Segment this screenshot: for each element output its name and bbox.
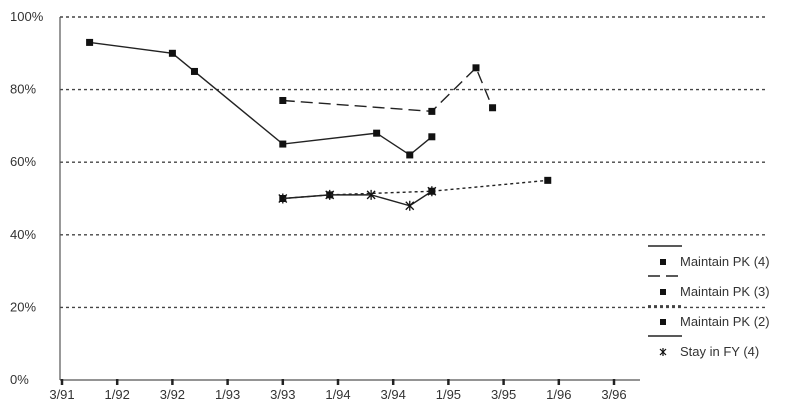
- series-group: [86, 38, 552, 211]
- y-tick-label: 80%: [10, 82, 36, 97]
- data-point: [86, 38, 94, 46]
- y-tick-label: 20%: [10, 299, 36, 314]
- series-line: [282, 179, 548, 200]
- data-point: [428, 133, 436, 141]
- x-tick-label: 1/94: [325, 387, 350, 402]
- x-axis: 3/91 1/92 3/92 1/93 3/93 1/94 3/94 1/95 3/95 1/96…: [49, 379, 640, 402]
- legend-label: Maintain PK (2): [680, 314, 770, 329]
- legend: Maintain PK (4) Maintain PK (3) Maintain P…: [648, 245, 770, 359]
- data-point: [278, 193, 288, 204]
- legend-item: Maintain PK (2): [648, 305, 770, 329]
- series: [278, 186, 437, 211]
- y-tick-label: 60%: [10, 154, 36, 169]
- y-tick-label: 40%: [10, 227, 36, 242]
- data-point: [544, 176, 552, 184]
- series: [279, 64, 497, 115]
- data-point: [427, 186, 437, 197]
- x-tick-label: 1/95: [436, 387, 461, 402]
- series: [279, 176, 552, 202]
- legend-label: Stay in FY (4): [680, 344, 759, 359]
- data-point: [325, 189, 335, 200]
- data-point: [168, 49, 176, 57]
- legend-item: Maintain PK (3): [648, 275, 770, 299]
- legend-marker: [660, 319, 666, 325]
- data-point: [472, 64, 480, 72]
- x-tick-label: 1/92: [105, 387, 130, 402]
- x-tick-label: 3/92: [160, 387, 185, 402]
- series-line: [282, 66, 494, 113]
- legend-marker: [660, 289, 666, 295]
- data-point: [428, 107, 436, 115]
- x-tick-label: 3/94: [381, 387, 406, 402]
- data-point: [405, 200, 415, 211]
- x-tick-label: 3/96: [601, 387, 626, 402]
- data-point: [366, 189, 376, 200]
- data-point: [489, 104, 497, 112]
- legend-marker: [659, 348, 667, 356]
- x-tick-label: 3/95: [491, 387, 516, 402]
- y-axis: 0% 20% 40% 60% 80% 100%: [10, 9, 61, 387]
- data-point: [279, 96, 287, 104]
- legend-label: Maintain PK (3): [680, 284, 770, 299]
- series-line: [89, 41, 433, 156]
- x-tick-label: 1/96: [546, 387, 571, 402]
- data-point: [373, 129, 381, 137]
- x-tick-label: 3/93: [270, 387, 295, 402]
- data-point: [190, 67, 198, 75]
- data-point: [406, 151, 414, 159]
- grid-lines: [60, 16, 768, 309]
- legend-item: Stay in FY (4): [648, 335, 759, 359]
- series: [86, 38, 436, 159]
- x-tick-label: 3/91: [49, 387, 74, 402]
- data-point: [279, 140, 287, 148]
- y-tick-label: 100%: [10, 9, 44, 24]
- y-tick-label: 0%: [10, 372, 29, 387]
- x-tick-label: 1/93: [215, 387, 240, 402]
- legend-marker: [660, 259, 666, 265]
- legend-label: Maintain PK (4): [680, 254, 770, 269]
- legend-item: Maintain PK (4): [648, 245, 770, 269]
